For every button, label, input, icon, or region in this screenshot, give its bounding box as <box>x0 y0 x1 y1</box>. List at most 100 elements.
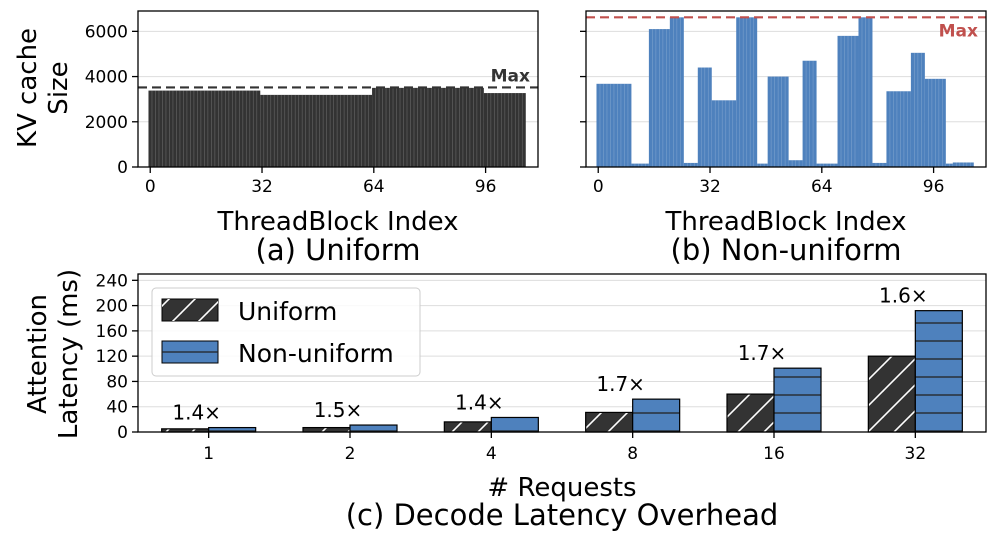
bar-hatch <box>303 427 350 432</box>
bar <box>483 93 526 167</box>
bar-hatch <box>774 368 821 432</box>
panel-c-y-ticks: 0 40 80 120 160 200 240 <box>96 271 138 443</box>
bar <box>886 91 911 167</box>
bar-hatch <box>632 399 680 432</box>
bar <box>910 52 925 167</box>
speedup-label: 1.4× <box>172 401 221 425</box>
x-tick-label: 0 <box>145 177 156 197</box>
x-tick-label: 4 <box>486 444 497 464</box>
bar-hatch <box>161 428 209 432</box>
panel-b-xlabel: ThreadBlock Index <box>664 207 906 237</box>
panel-c-legend: Uniform Non-uniform <box>151 287 421 377</box>
bar-hatch <box>585 412 633 432</box>
x-tick-label: 0 <box>593 177 604 197</box>
x-tick-label: 1 <box>203 444 214 464</box>
y-tick-label: 4000 <box>85 68 128 88</box>
bar <box>148 90 261 167</box>
y-tick-label: 80 <box>106 372 128 392</box>
bar <box>858 17 873 168</box>
bar <box>260 94 373 167</box>
panel-a-x-ticks: 0 32 64 96 <box>145 167 497 197</box>
panel-a-xlabel: ThreadBlock Index <box>216 207 458 237</box>
bar-hatch <box>868 356 916 432</box>
panel-a-bars <box>148 87 526 167</box>
x-tick-label: 32 <box>699 177 721 197</box>
panel-a-frame <box>137 10 539 168</box>
panel-c-bars <box>161 310 963 433</box>
panel-b-y-ticks <box>580 30 586 168</box>
x-tick-label: 32 <box>251 177 273 197</box>
bar <box>788 160 803 167</box>
legend-frame <box>151 287 421 377</box>
panel-b-bars <box>596 17 974 168</box>
bar <box>697 67 712 167</box>
x-tick-label: 64 <box>811 177 833 197</box>
legend-swatch-uniform-hatch <box>162 299 218 321</box>
bar <box>648 29 670 167</box>
bar <box>736 17 758 168</box>
x-tick-label: 96 <box>475 177 497 197</box>
y-tick-label: 200 <box>96 297 128 317</box>
legend-label-uniform: Uniform <box>238 297 337 326</box>
speedup-label: 1.6× <box>879 284 928 308</box>
panel-a-max-line: Max <box>138 66 538 89</box>
bar-hatch <box>727 394 774 432</box>
bar <box>757 163 768 167</box>
panel-c-x-ticks: 1 2 4 8 16 32 <box>203 432 926 464</box>
y-tick-label: 0 <box>117 158 128 178</box>
panel-b-caption: (b) Non-uniform <box>671 233 902 267</box>
panel-a-y-ticks: 0 2000 4000 6000 <box>85 22 138 178</box>
x-tick-label: 32 <box>905 444 927 464</box>
bar <box>767 76 789 167</box>
panel-c-caption: (c) Decode Latency Overhead <box>346 498 779 532</box>
panel-b-non-uniform: Max 0 32 64 96 ThreadBlock Index (b) Non-un… <box>580 10 987 267</box>
panel-c-ylabel-line2: Latency (ms) <box>54 269 84 439</box>
bar <box>837 35 859 167</box>
panel-c-xlabel: # Requests <box>487 473 636 503</box>
x-tick-label: 8 <box>627 444 638 464</box>
bar-hatch <box>208 427 256 432</box>
x-tick-label: 2 <box>345 444 356 464</box>
panel-b-frame <box>585 10 987 168</box>
bar <box>683 162 698 167</box>
bar <box>872 162 887 167</box>
y-tick-label: 120 <box>96 347 128 367</box>
speedup-label: 1.7× <box>738 341 787 365</box>
x-tick-label: 64 <box>363 177 385 197</box>
panel-b-max-line: Max <box>586 16 986 41</box>
y-tick-label: 2000 <box>85 113 128 133</box>
y-tick-label: 6000 <box>85 22 128 42</box>
bar <box>596 83 632 167</box>
panel-c-ylabel-line1: Attention <box>23 294 53 414</box>
panel-a-caption: (a) Uniform <box>256 233 421 267</box>
bar <box>631 163 649 167</box>
max-label: Max <box>491 66 530 86</box>
bar <box>711 100 737 167</box>
bar <box>802 60 817 167</box>
legend-label-non-uniform: Non-uniform <box>238 339 394 368</box>
panel-c-frame <box>137 273 987 433</box>
bar-hatch <box>350 425 397 432</box>
speedup-label: 1.4× <box>455 390 504 414</box>
panel-c-annotations: 1.4× 1.5× 1.4× 1.7× 1.7× 1.6× <box>172 284 927 425</box>
bar-hatch <box>491 417 539 432</box>
bar <box>952 162 974 167</box>
speedup-label: 1.5× <box>314 398 363 422</box>
bar <box>372 87 484 167</box>
y-tick-label: 40 <box>106 398 128 418</box>
y-tick-label: 240 <box>96 271 128 291</box>
speedup-label: 1.7× <box>596 372 645 396</box>
bar-hatch <box>444 421 492 432</box>
bar <box>945 163 953 167</box>
panel-a-ylabel-line1: KV cache <box>13 28 43 148</box>
x-tick-label: 16 <box>763 444 785 464</box>
bar <box>924 78 946 167</box>
y-tick-label: 0 <box>117 423 128 443</box>
max-label: Max <box>939 21 978 41</box>
x-tick-label: 96 <box>923 177 945 197</box>
bar <box>669 17 684 168</box>
bar <box>816 163 838 167</box>
bar-hatch <box>915 310 963 432</box>
